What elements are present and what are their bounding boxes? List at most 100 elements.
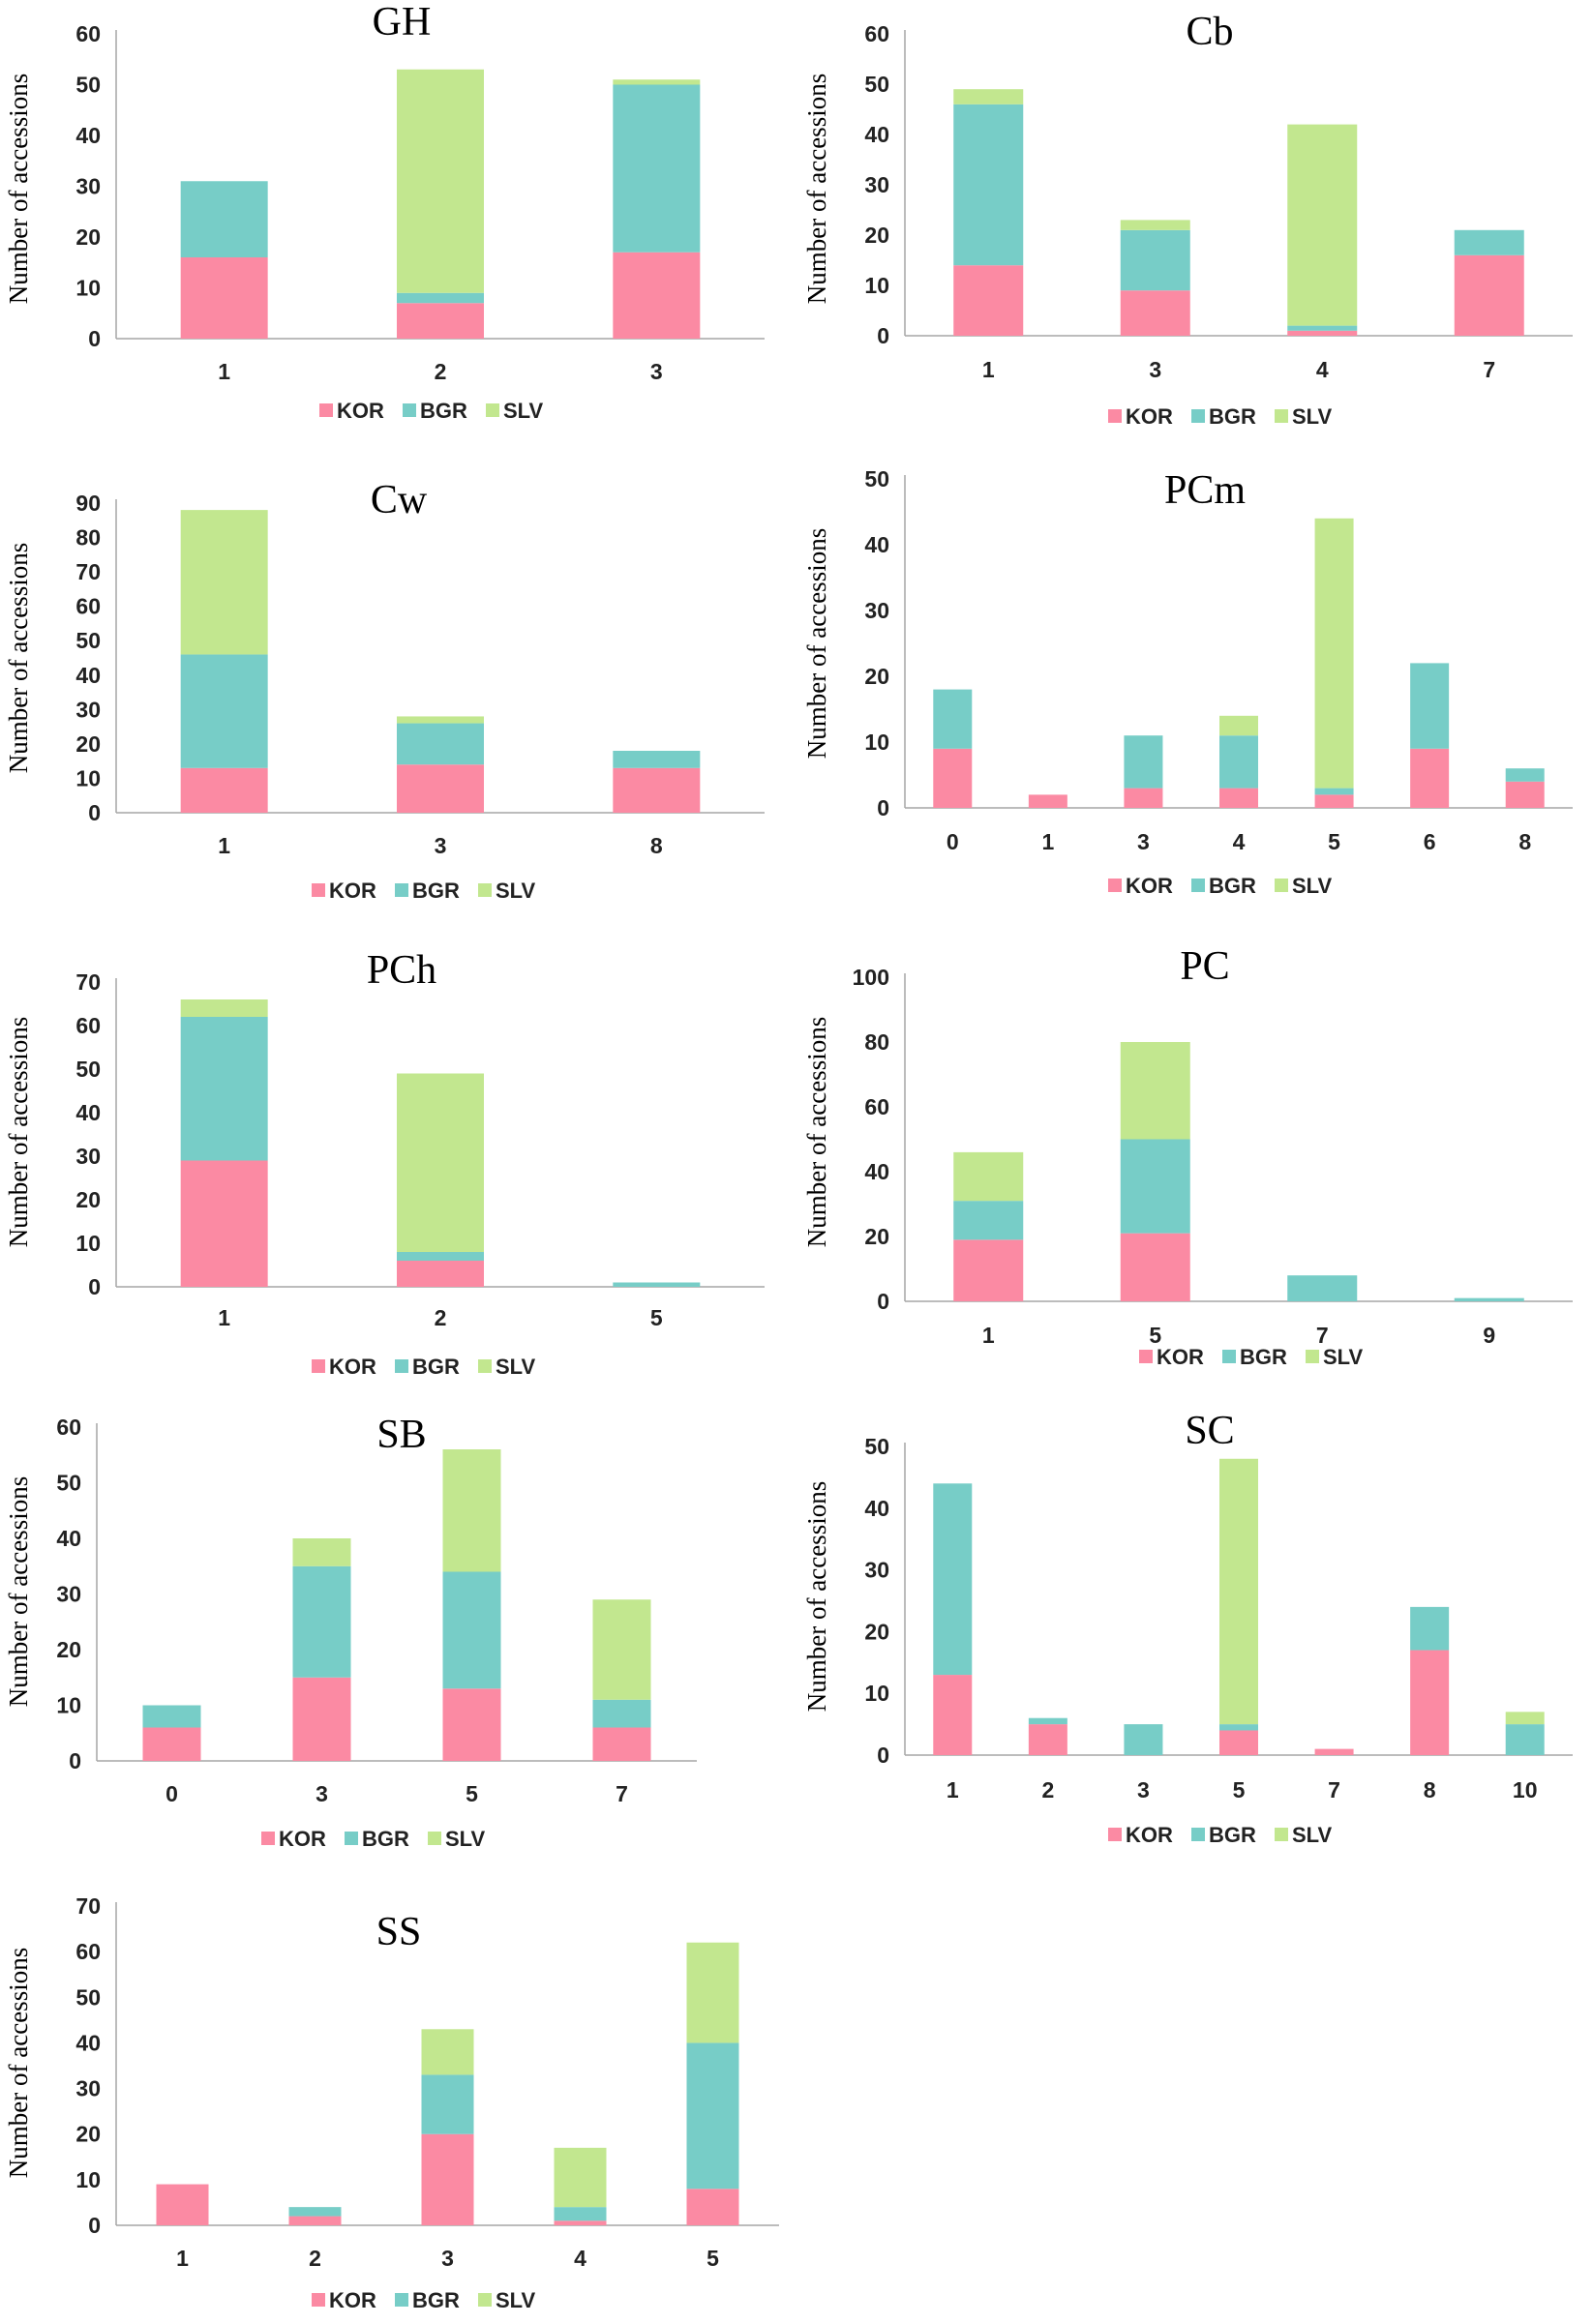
y-tick-label: 50 — [75, 73, 101, 98]
x-tick-label: 1 — [947, 1777, 959, 1803]
bar-bgr-5 — [1219, 1724, 1258, 1731]
y-tick-label: 40 — [75, 663, 101, 688]
legend-swatch-bgr — [395, 883, 408, 897]
y-axis-label: Number of accessions — [4, 1948, 33, 2178]
x-tick-label: 7 — [1328, 1777, 1340, 1803]
y-tick-label: 20 — [864, 223, 889, 248]
legend-swatch-slv — [1275, 879, 1288, 892]
legend-swatch-bgr — [1191, 879, 1205, 892]
chart-title: SC — [1185, 1409, 1234, 1453]
bar-slv-10 — [1505, 1712, 1545, 1725]
bar-kor-2 — [397, 303, 484, 339]
legend-swatch-kor — [261, 1832, 275, 1845]
x-tick-label: 5 — [466, 1781, 478, 1806]
legend-swatch-kor — [1108, 409, 1122, 423]
legend-swatch-kor — [312, 2293, 325, 2307]
y-axis-label: Number of accessions — [802, 528, 831, 759]
legend-label-slv: SLV — [496, 2288, 535, 2312]
y-tick-label: 10 — [864, 273, 889, 298]
chart-sc-svg: SC Number of accessions 0 10 20 30 40 50 1 2 3 5 7 8 1… — [802, 1409, 1573, 1847]
y-tick-label: 60 — [75, 594, 101, 619]
legend-label-bgr: BGR — [420, 399, 467, 423]
legend-swatch-slv — [486, 403, 499, 417]
legend-swatch-kor — [319, 403, 333, 417]
bar-kor-1 — [1028, 794, 1067, 808]
chart-ss: SS Number of accessions 0 10 20 30 40 50 60 70 1 2 3… — [0, 1887, 784, 2322]
bar-slv-1 — [180, 999, 268, 1017]
chart-cb: Cb Number of accessions 0 10 20 30 40 50 60 1 3 4 7 K… — [789, 0, 1587, 445]
bar-kor-3 — [1120, 290, 1190, 336]
y-tick-label: 60 — [864, 1094, 889, 1119]
y-tick-label: 20 — [75, 224, 101, 250]
y-tick-label: 0 — [69, 1748, 81, 1773]
legend-label-slv: SLV — [1292, 404, 1332, 429]
bar-bgr-1 — [933, 1483, 973, 1676]
x-tick-label: 7 — [1316, 1323, 1329, 1348]
y-tick-label: 50 — [864, 1434, 889, 1459]
y-tick-label: 40 — [75, 123, 101, 148]
y-tick-label: 20 — [75, 1187, 101, 1212]
bar-bgr-8 — [1410, 1606, 1450, 1651]
bar-kor-4 — [1219, 788, 1258, 808]
bar-slv-2 — [397, 1073, 484, 1252]
bar-bgr-5 — [613, 1282, 701, 1287]
y-tick-label: 40 — [56, 1526, 81, 1551]
bar-kor-7 — [592, 1727, 651, 1761]
y-tick-label: 10 — [75, 1231, 101, 1256]
y-tick-label: 50 — [56, 1471, 81, 1496]
x-tick-label: 0 — [165, 1781, 178, 1806]
y-tick-label: 30 — [75, 174, 101, 199]
bar-kor-7 — [1454, 254, 1524, 336]
bar-slv-3 — [292, 1538, 351, 1566]
bar-bgr-7 — [1454, 229, 1524, 255]
x-tick-label: 2 — [435, 359, 447, 384]
bar-bgr-3 — [1124, 1724, 1163, 1755]
x-tick-label: 5 — [650, 1305, 663, 1330]
bar-bgr-7 — [1287, 1275, 1358, 1301]
chart-sc: SC Number of accessions 0 10 20 30 40 50 1 2 3 5 7 8 1… — [789, 1409, 1587, 1867]
bar-bgr-2 — [397, 1252, 484, 1261]
legend-label-slv: SLV — [503, 399, 543, 423]
bar-bgr-10 — [1505, 1724, 1545, 1755]
y-tick-label: 90 — [75, 491, 101, 516]
legend-label-kor: KOR — [1157, 1345, 1204, 1369]
chart-title: PCm — [1164, 468, 1246, 513]
y-tick-label: 20 — [864, 1224, 889, 1249]
legend-label-kor: KOR — [337, 399, 384, 423]
bar-slv-3 — [1120, 220, 1190, 230]
bar-kor-4 — [1287, 330, 1358, 336]
y-tick-label: 50 — [75, 1057, 101, 1082]
legend-swatch-bgr — [1191, 1828, 1205, 1841]
y-tick-label: 10 — [864, 730, 889, 755]
bar-kor-1 — [180, 767, 268, 813]
x-tick-label: 1 — [982, 357, 995, 382]
bar-bgr-0 — [933, 689, 973, 749]
bar-bgr-9 — [1454, 1297, 1524, 1301]
legend-label-slv: SLV — [1323, 1345, 1363, 1369]
y-tick-label: 10 — [75, 276, 101, 301]
bar-slv-5 — [686, 1942, 739, 2043]
x-tick-label: 3 — [650, 359, 663, 384]
x-tick-label: 3 — [441, 2246, 454, 2271]
legend-swatch-bgr — [1191, 409, 1205, 423]
x-tick-label: 5 — [1149, 1323, 1161, 1348]
bar-kor-3 — [397, 764, 484, 813]
bar-kor-1 — [933, 1675, 973, 1755]
chart-cw: Cw Number of accessions 0 10 20 30 40 50 60 70 80 9… — [0, 464, 784, 929]
legend-label-bgr: BGR — [1240, 1345, 1287, 1369]
legend-label-bgr: BGR — [412, 879, 460, 903]
x-tick-label: 4 — [1316, 357, 1329, 382]
bar-kor-5 — [686, 2189, 739, 2225]
bar-slv-5 — [1219, 1458, 1258, 1725]
x-tick-label: 8 — [1424, 1777, 1436, 1803]
legend-swatch-bgr — [395, 1359, 408, 1373]
y-tick-label: 30 — [864, 172, 889, 197]
y-tick-label: 70 — [75, 559, 101, 584]
x-tick-label: 4 — [574, 2246, 586, 2271]
y-axis-label: Number of accessions — [4, 1017, 33, 1247]
y-tick-label: 60 — [75, 21, 101, 46]
x-tick-label: 2 — [435, 1305, 447, 1330]
bar-kor-0 — [933, 748, 973, 808]
x-tick-label: 7 — [1483, 357, 1495, 382]
legend-swatch-slv — [478, 2293, 492, 2307]
